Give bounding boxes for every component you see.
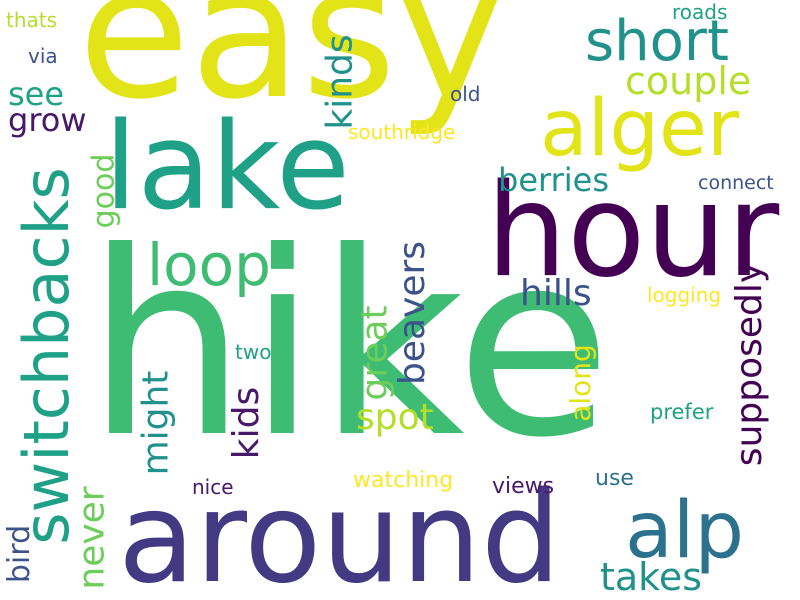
word-never: never	[71, 486, 113, 590]
word-spot: spot	[356, 397, 434, 438]
word-hour: hour	[486, 157, 780, 306]
word-use: use	[595, 466, 634, 491]
word-supposedly: supposedly	[729, 261, 771, 467]
word-via: via	[28, 44, 58, 68]
word-logging: logging	[647, 283, 722, 307]
word-prefer: prefer	[650, 400, 714, 424]
word-easy: easy	[78, 0, 505, 139]
word-loop: loop	[147, 231, 271, 299]
word-southridge: southridge	[348, 120, 456, 144]
word-alger: alger	[540, 84, 740, 174]
word-beavers: beavers	[392, 240, 434, 386]
word-couple: couple	[625, 59, 752, 103]
word-short: short	[585, 9, 729, 74]
word-old: old	[450, 82, 481, 106]
word-switchbacks: switchbacks	[9, 167, 83, 545]
word-hike: hike	[86, 197, 612, 493]
word-around: around	[118, 464, 562, 600]
word-roads: roads	[672, 0, 728, 24]
word-might: might	[135, 370, 177, 476]
word-takes: takes	[600, 555, 703, 599]
word-kids: kids	[226, 386, 268, 460]
word-watching: watching	[353, 468, 454, 493]
word-nice: nice	[192, 475, 234, 499]
word-views: views	[492, 474, 555, 499]
word-good: good	[86, 153, 122, 229]
word-bird: bird	[2, 524, 38, 584]
word-berries: berries	[498, 161, 609, 199]
word-see: see	[8, 75, 65, 113]
word-hills: hills	[520, 273, 592, 314]
word-lake: lake	[104, 98, 350, 237]
word-along: along	[563, 344, 597, 422]
word-kinds-top: kinds	[319, 34, 361, 130]
word-two: two	[235, 340, 272, 364]
word-connect: connect	[698, 172, 774, 194]
word-great: great	[354, 305, 396, 401]
word-grow: grow	[8, 101, 87, 139]
word-thats: thats	[6, 8, 58, 32]
word-alp: alp	[625, 486, 744, 576]
